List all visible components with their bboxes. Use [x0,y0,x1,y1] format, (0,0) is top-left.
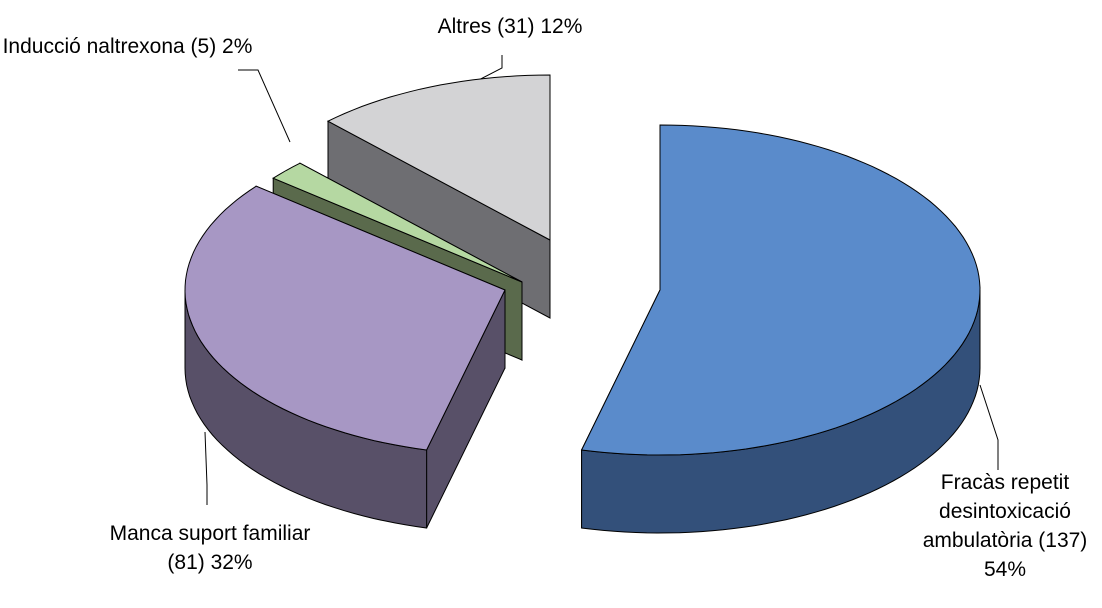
slice [326,74,551,241]
value-label: (5) 2% [190,35,253,58]
slice [580,124,981,456]
leader-line [238,69,291,143]
category-name: Altres [437,15,492,38]
leader-line [979,384,999,470]
slice-label: Fracàs repetit desintoxicació ambulatòri… [905,468,1102,584]
value-label: (137) 54% [983,529,1088,581]
value-label: (31) 12% [497,15,583,38]
category-name: Fracàs repetit desintoxicació ambulatòri… [922,471,1071,552]
slice-label: Manca suport familiar (81) 32% [100,519,320,577]
category-name: Manca suport familiar [109,522,311,545]
leader-line [204,431,208,505]
category-name: Inducció naltrexona [2,35,185,58]
slice-label: Inducció naltrexona (5) 2% [0,32,255,61]
slice [272,162,523,283]
value-label: (81) 32% [167,551,253,574]
slice-label: Altres (31) 12% [400,12,620,41]
slice [184,185,506,451]
